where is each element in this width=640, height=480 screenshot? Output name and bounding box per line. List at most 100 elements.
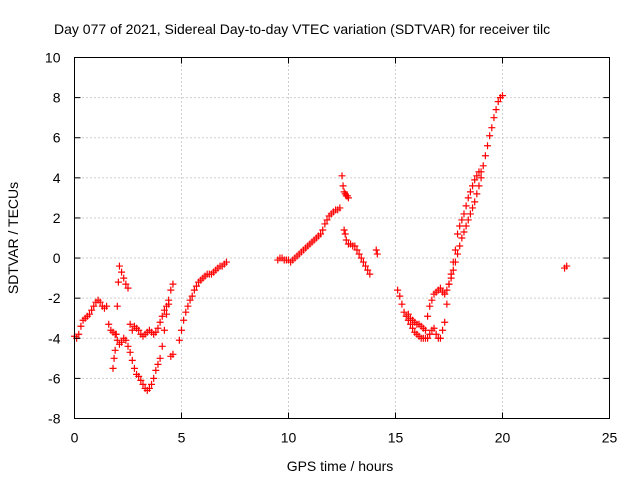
- data-point: [156, 354, 164, 362]
- data-point: [406, 320, 414, 328]
- data-point: [175, 336, 183, 344]
- data-point: [490, 114, 498, 122]
- data-point: [492, 106, 500, 114]
- grid: [74, 57, 610, 419]
- data-point: [398, 300, 406, 308]
- data-point: [454, 230, 462, 238]
- data-point: [115, 262, 123, 270]
- data-point: [336, 204, 344, 212]
- data-point: [451, 258, 459, 266]
- data-point: [486, 132, 494, 140]
- data-point: [120, 274, 128, 282]
- data-point: [456, 242, 464, 250]
- data-point: [466, 210, 474, 218]
- x-axis-label: GPS time / hours: [287, 458, 394, 474]
- series-segment-5: [338, 172, 381, 278]
- data-point: [462, 222, 470, 230]
- data-point: [340, 226, 348, 234]
- data-point: [128, 356, 136, 364]
- y-tick-label: 4: [53, 170, 61, 186]
- data-point: [130, 364, 138, 372]
- data-point: [167, 286, 175, 294]
- data-point: [471, 198, 479, 206]
- data-point: [443, 300, 451, 308]
- data-point: [186, 296, 194, 304]
- data-point: [421, 326, 429, 334]
- data-point: [432, 330, 440, 338]
- data-point: [481, 152, 489, 160]
- data-point: [454, 250, 462, 258]
- data-point: [441, 318, 449, 326]
- plot-frame: [74, 57, 610, 419]
- data-point: [473, 190, 481, 198]
- data-point: [184, 302, 192, 310]
- data-point: [124, 342, 132, 350]
- data-point: [126, 320, 134, 328]
- y-axis-label: SDTVAR / TECUs: [5, 182, 21, 294]
- data-point: [458, 234, 466, 242]
- data-point: [169, 280, 177, 288]
- data-point: [103, 302, 111, 310]
- data-point: [342, 236, 350, 244]
- chart-title: Day 077 of 2021, Sidereal Day-to-day VTE…: [54, 21, 550, 37]
- data-point: [338, 172, 346, 180]
- series-segment-3: [175, 258, 230, 344]
- data-point: [163, 310, 171, 318]
- data-point: [126, 348, 134, 356]
- data-point: [462, 202, 470, 210]
- data-point: [426, 330, 434, 338]
- data-point: [460, 228, 468, 236]
- y-tick-label: 6: [53, 130, 61, 146]
- data-point: [351, 242, 359, 250]
- data-point: [475, 182, 483, 190]
- data-point: [105, 320, 113, 328]
- data-point: [111, 346, 119, 354]
- data-point: [110, 354, 118, 362]
- x-tick-label: 5: [178, 430, 186, 446]
- data-point: [447, 274, 455, 282]
- data-point: [317, 230, 325, 238]
- x-tick-label: 0: [71, 430, 79, 446]
- x-tick-label: 10: [281, 430, 297, 446]
- data-point: [473, 172, 481, 180]
- data-point: [451, 246, 459, 254]
- data-point: [192, 282, 200, 290]
- data-point: [396, 292, 404, 300]
- data-point: [124, 284, 132, 292]
- data-point: [353, 246, 361, 254]
- data-point: [409, 324, 417, 332]
- data-point: [357, 254, 365, 262]
- data-point: [178, 326, 185, 334]
- data-point: [344, 194, 352, 202]
- data-point: [464, 216, 472, 224]
- data-point: [484, 142, 492, 150]
- data-point: [122, 336, 130, 344]
- y-tick-label: 8: [53, 90, 61, 106]
- series-segment-7: [404, 92, 506, 334]
- data-point: [158, 312, 166, 320]
- data-point: [165, 300, 173, 308]
- data-point: [169, 350, 177, 358]
- data-point: [373, 250, 381, 258]
- data-point: [339, 182, 347, 190]
- data-point: [456, 222, 464, 230]
- data-point: [128, 326, 136, 334]
- data-point: [445, 280, 453, 288]
- data-point: [222, 258, 230, 266]
- data-point: [441, 290, 449, 298]
- series-segment-8: [561, 262, 571, 272]
- x-tick-labels: 0 5 10 15 20 25: [71, 430, 618, 446]
- data-point: [430, 324, 438, 332]
- data-point: [400, 308, 408, 316]
- data-point: [182, 308, 190, 316]
- y-tick-label: 10: [45, 50, 61, 66]
- series-segment-2: [109, 262, 177, 372]
- data-point: [319, 226, 327, 234]
- data-point: [137, 376, 145, 384]
- y-tick-label: 0: [53, 250, 61, 266]
- y-tick-label: -6: [48, 370, 61, 386]
- data-point: [458, 216, 466, 224]
- data-point: [148, 380, 156, 388]
- y-tick-label: -4: [48, 330, 61, 346]
- data-point: [488, 124, 496, 132]
